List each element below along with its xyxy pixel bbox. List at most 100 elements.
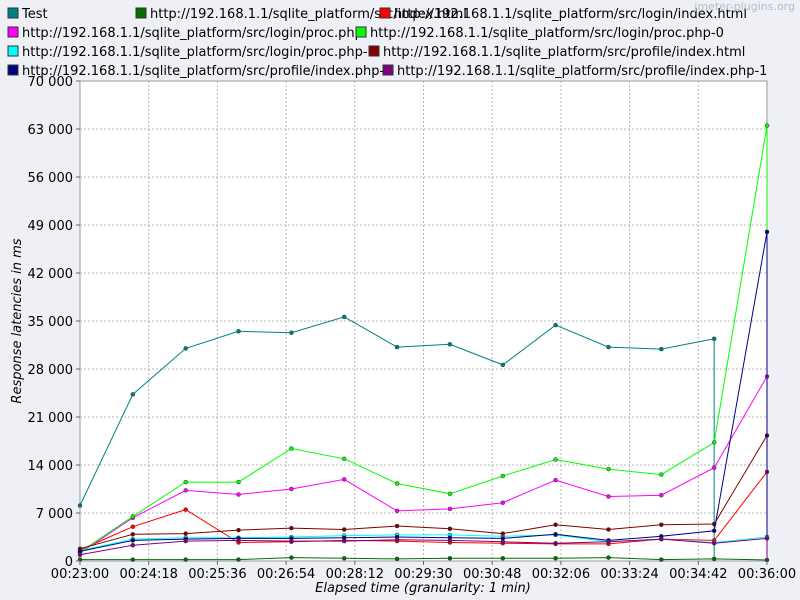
plot-area: 0 7 000 14 000 21 000 28 000 35 000 42 000 49 0… <box>28 75 797 582</box>
data-point <box>394 508 400 514</box>
data-point <box>183 538 188 544</box>
y-tick-label: 42 000 <box>28 267 74 282</box>
data-point <box>130 542 136 548</box>
data-point <box>447 342 453 347</box>
legend-item[interactable]: http://192.168.1.1/sqlite_platform/src/l… <box>7 26 363 41</box>
data-point <box>553 556 558 561</box>
y-axis-title: Response latencies in ms <box>10 238 25 403</box>
data-point <box>659 492 664 498</box>
data-point <box>764 536 770 541</box>
data-point <box>394 481 400 486</box>
data-point <box>130 557 136 562</box>
x-tick-label: 00:29:30 <box>394 567 452 582</box>
legend-label: http://192.168.1.1/sqlite_platform/src/l… <box>22 45 376 60</box>
legend-swatch <box>7 64 19 76</box>
legend-label: http://192.168.1.1/sqlite_platform/src/p… <box>22 64 392 79</box>
legend-item[interactable]: http://192.168.1.1/sqlite_platform/src/p… <box>7 64 392 79</box>
y-tick-label: 21 000 <box>28 411 74 426</box>
x-tick-label: 00:25:36 <box>188 567 246 582</box>
data-point <box>289 486 294 492</box>
legend-item[interactable]: http://192.168.1.1/sqlite_platform/src/p… <box>368 45 745 60</box>
data-point <box>659 536 664 542</box>
data-point <box>447 538 453 543</box>
data-point <box>553 457 558 462</box>
legend-item[interactable]: Test <box>7 7 48 22</box>
data-point <box>341 538 347 544</box>
data-point <box>553 540 558 546</box>
data-point <box>289 330 294 335</box>
y-tick-label: 7 000 <box>36 507 73 522</box>
legend-item[interactable]: http://192.168.1.1/sqlite_platform/src/l… <box>7 45 376 60</box>
y-tick-label: 14 000 <box>28 459 74 474</box>
data-point <box>183 507 188 512</box>
x-tick-label: 00:32:06 <box>532 567 590 582</box>
legend-swatch <box>379 7 391 19</box>
y-tick-label: 63 000 <box>28 123 74 138</box>
data-point <box>183 531 188 536</box>
data-point <box>289 446 294 451</box>
data-point <box>659 557 664 562</box>
data-point <box>764 123 770 128</box>
data-point <box>659 472 664 477</box>
data-point <box>289 538 294 544</box>
y-tick-label: 56 000 <box>28 171 74 186</box>
legend-label: http://192.168.1.1/sqlite_platform/src/l… <box>394 7 747 22</box>
legend-swatch <box>368 45 380 57</box>
y-tick-label: 35 000 <box>28 315 74 330</box>
series-line <box>79 537 768 556</box>
data-point <box>341 556 347 561</box>
data-point <box>500 362 506 368</box>
x-tick-label: 00:34:42 <box>669 567 727 582</box>
legend-swatch <box>7 7 19 19</box>
data-point <box>711 528 717 534</box>
data-point <box>606 539 611 545</box>
data-point <box>183 346 188 351</box>
data-point <box>553 477 558 483</box>
data-point <box>553 532 558 537</box>
data-point <box>341 477 347 482</box>
data-point <box>236 329 241 334</box>
data-point <box>711 540 717 546</box>
data-point <box>130 538 136 543</box>
data-point <box>606 466 611 472</box>
legend-item[interactable]: http://192.168.1.1/sqlite_platform/src/p… <box>382 64 767 79</box>
data-point <box>659 346 664 352</box>
data-point <box>447 526 453 532</box>
data-point <box>236 492 241 497</box>
data-point <box>447 491 453 497</box>
series-1 <box>77 555 770 563</box>
data-point <box>77 552 83 558</box>
y-tick-label: 70 000 <box>28 75 74 90</box>
x-tick-label: 00:30:48 <box>463 567 521 582</box>
grid <box>80 81 767 561</box>
data-point <box>183 488 188 493</box>
data-point <box>606 555 611 560</box>
data-point <box>606 494 611 499</box>
data-point <box>764 229 770 235</box>
data-point <box>553 522 558 527</box>
x-tick-label: 00:28:12 <box>326 567 384 582</box>
legend-swatch <box>7 45 19 57</box>
series-line <box>79 435 768 550</box>
axes: 0 7 000 14 000 21 000 28 000 35 000 42 000 49 0… <box>28 75 797 582</box>
legend-item[interactable]: http://192.168.1.1/sqlite_platform/src/l… <box>355 26 724 41</box>
series-line <box>79 125 768 553</box>
data-point <box>394 556 400 562</box>
legend-label: http://192.168.1.1/sqlite_platform/src/p… <box>383 45 745 60</box>
data-point <box>500 556 506 561</box>
data-point <box>289 525 294 531</box>
data-point <box>606 527 611 532</box>
legend-item[interactable]: http://192.168.1.1/sqlite_platform/src/l… <box>379 7 747 22</box>
data-point <box>394 523 400 529</box>
series-lines <box>77 123 770 563</box>
legend-label: http://192.168.1.1/sqlite_platform/src/p… <box>397 64 767 79</box>
y-tick-label: 0 <box>65 555 73 570</box>
watermark-text: jmeter-plugins.org <box>693 0 795 13</box>
data-point <box>500 473 506 479</box>
x-tick-label: 00:33:24 <box>600 567 658 582</box>
data-point <box>394 537 400 542</box>
legend-swatch <box>355 26 367 38</box>
data-point <box>500 500 506 505</box>
